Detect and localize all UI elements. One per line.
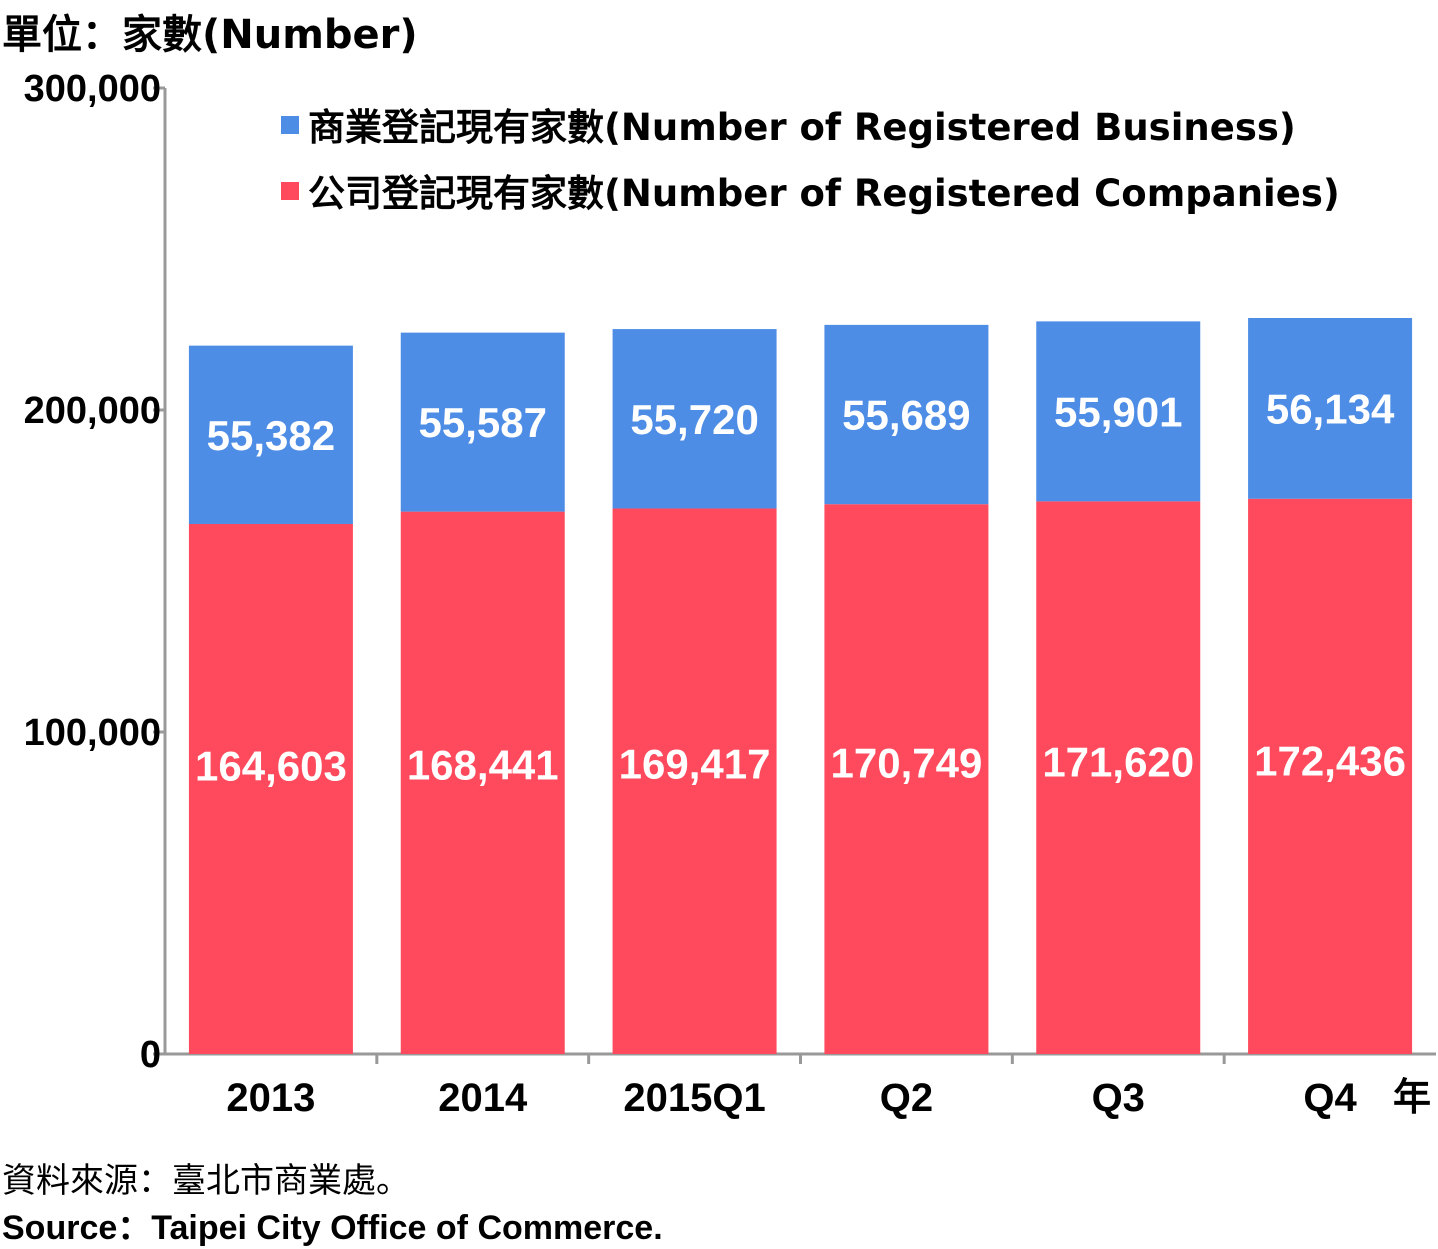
data-label-business: 55,382 — [207, 412, 335, 459]
data-label-business: 55,901 — [1054, 388, 1182, 435]
data-label-companies: 171,620 — [1042, 738, 1194, 785]
bar-companies — [824, 504, 989, 1054]
bar-business — [612, 329, 777, 509]
data-label-companies: 172,436 — [1254, 737, 1406, 784]
bar-companies — [188, 523, 353, 1054]
x-tick-label: 2013 — [226, 1076, 315, 1120]
x-tick-label: 2015Q1 — [623, 1076, 765, 1120]
legend-label-business: 商業登記現有家數(Number of Registered Business) — [308, 106, 1296, 149]
legend-swatch-business — [281, 116, 299, 134]
bar-business — [824, 324, 989, 505]
y-tick-label: 100,000 — [24, 712, 161, 754]
bars — [188, 318, 1413, 1054]
source-chinese: 資料來源：臺北市商業處。 — [2, 1161, 410, 1201]
data-label-companies: 168,441 — [407, 741, 559, 788]
x-tick-label: Q2 — [880, 1076, 933, 1120]
x-axis-suffix: 年 — [1393, 1075, 1431, 1119]
bar-companies — [1248, 498, 1413, 1054]
y-tick-label: 200,000 — [24, 390, 161, 432]
data-labels: 164,603 55,382 168,441 55,587 169,417 55,720 1… — [195, 385, 1406, 789]
bar-companies — [612, 508, 777, 1054]
source-english: Source：Taipei City Office of Commerce. — [2, 1209, 663, 1247]
data-label-companies: 170,749 — [831, 739, 983, 786]
x-tick-label: Q4 — [1303, 1076, 1357, 1120]
data-label-companies: 164,603 — [195, 742, 347, 789]
data-label-business: 56,134 — [1266, 385, 1395, 432]
legend-label-companies: 公司登記現有家數(Number of Registered Companies) — [308, 172, 1340, 215]
bar-business — [188, 345, 353, 524]
y-tick-label: 300,000 — [24, 68, 161, 110]
x-tick-label: Q3 — [1092, 1076, 1145, 1120]
legend-swatch-companies — [281, 182, 299, 200]
legend: 商業登記現有家數(Number of Registered Business) 公… — [281, 106, 1340, 215]
data-label-business: 55,587 — [419, 399, 547, 446]
data-label-companies: 169,417 — [619, 740, 771, 787]
bar-companies — [1036, 501, 1201, 1054]
data-label-business: 55,689 — [842, 392, 970, 439]
bar-business — [1036, 321, 1201, 502]
bar-business — [400, 332, 565, 512]
axes: 0 100,000 200,000 300,000 2013 2014 2015Q1 Q2 Q3… — [24, 68, 1436, 1120]
bar-business — [1248, 318, 1413, 499]
unit-label: 單位：家數(Number) — [2, 12, 418, 58]
data-label-business: 55,720 — [630, 396, 758, 443]
y-tick-label: 0 — [140, 1034, 161, 1076]
x-tick-label: 2014 — [438, 1076, 528, 1120]
bar-companies — [400, 511, 565, 1054]
